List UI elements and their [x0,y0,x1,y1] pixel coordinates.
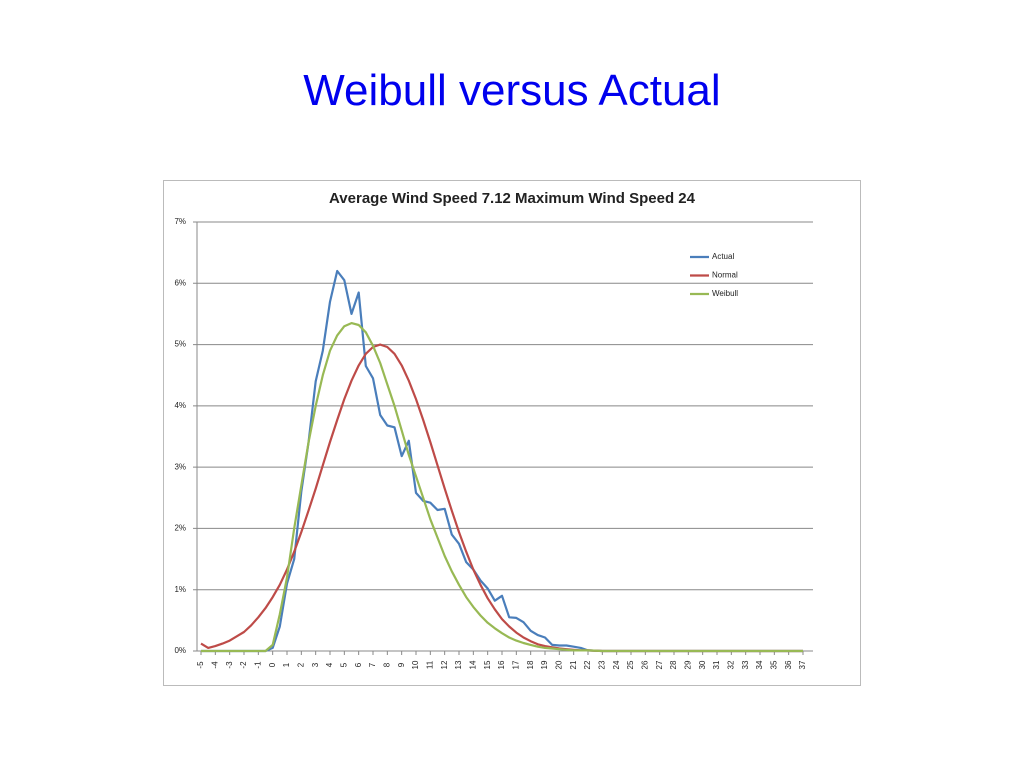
x-tick-label: 1 [282,662,291,667]
x-tick-label: 25 [626,660,635,669]
legend-label: Actual [712,252,734,261]
x-tick-label: 13 [454,660,463,669]
y-tick-label: 3% [174,462,186,471]
x-tick-label: 37 [798,660,807,669]
x-tick-label: 9 [397,662,406,667]
x-tick-label: 23 [597,660,606,669]
y-tick-label: 0% [174,646,186,655]
y-tick-label: 1% [174,585,186,594]
x-tick-label: 20 [554,660,563,669]
x-tick-label: 21 [569,660,578,669]
x-tick-label: 14 [468,660,477,669]
x-tick-label: 4 [325,662,334,667]
x-tick-label: 24 [612,660,621,669]
x-tick-label: 16 [497,660,506,669]
x-tick-label: 30 [698,660,707,669]
x-tick-label: 6 [354,662,363,667]
x-tick-label: -1 [253,661,262,669]
x-tick-label: -4 [210,661,219,669]
slide-title: Weibull versus Actual [303,66,721,115]
x-tick-label: 8 [382,662,391,667]
x-tick-label: 36 [784,660,793,669]
legend-label: Normal [712,271,738,280]
x-tick-label: 34 [755,660,764,669]
x-tick-label: 18 [526,660,535,669]
x-tick-label: 19 [540,660,549,669]
y-tick-label: 7% [174,217,186,226]
x-tick-label: 3 [311,662,320,667]
y-tick-label: 4% [174,401,186,410]
x-tick-label: -3 [225,661,234,669]
x-tick-label: 22 [583,660,592,669]
y-tick-label: 2% [174,524,186,533]
x-tick-label: 11 [425,660,434,669]
x-tick-label: 7 [368,662,377,667]
legend-label: Weibull [712,289,738,298]
x-tick-label: 28 [669,660,678,669]
x-tick-label: 15 [483,660,492,669]
y-tick-label: 5% [174,340,186,349]
x-tick-label: -5 [196,661,205,669]
y-tick-label: 6% [174,278,186,287]
x-tick-label: 35 [769,660,778,669]
chart-frame [163,180,861,686]
x-tick-label: 31 [712,660,721,669]
x-tick-label: -2 [239,661,248,669]
series-line [201,322,803,653]
x-tick-label: 2 [296,662,305,667]
x-tick-label: 33 [741,660,750,669]
x-tick-label: 29 [683,660,692,669]
x-tick-label: 12 [440,660,449,669]
x-tick-label: 10 [411,660,420,669]
x-tick-label: 17 [511,660,520,669]
x-tick-label: 32 [726,660,735,669]
x-tick-label: 5 [339,662,348,667]
chart-title: Average Wind Speed 7.12 Maximum Wind Spe… [329,190,696,207]
x-tick-label: 0 [268,662,277,667]
x-tick-label: 26 [640,660,649,669]
x-tick-label: 27 [655,660,664,669]
